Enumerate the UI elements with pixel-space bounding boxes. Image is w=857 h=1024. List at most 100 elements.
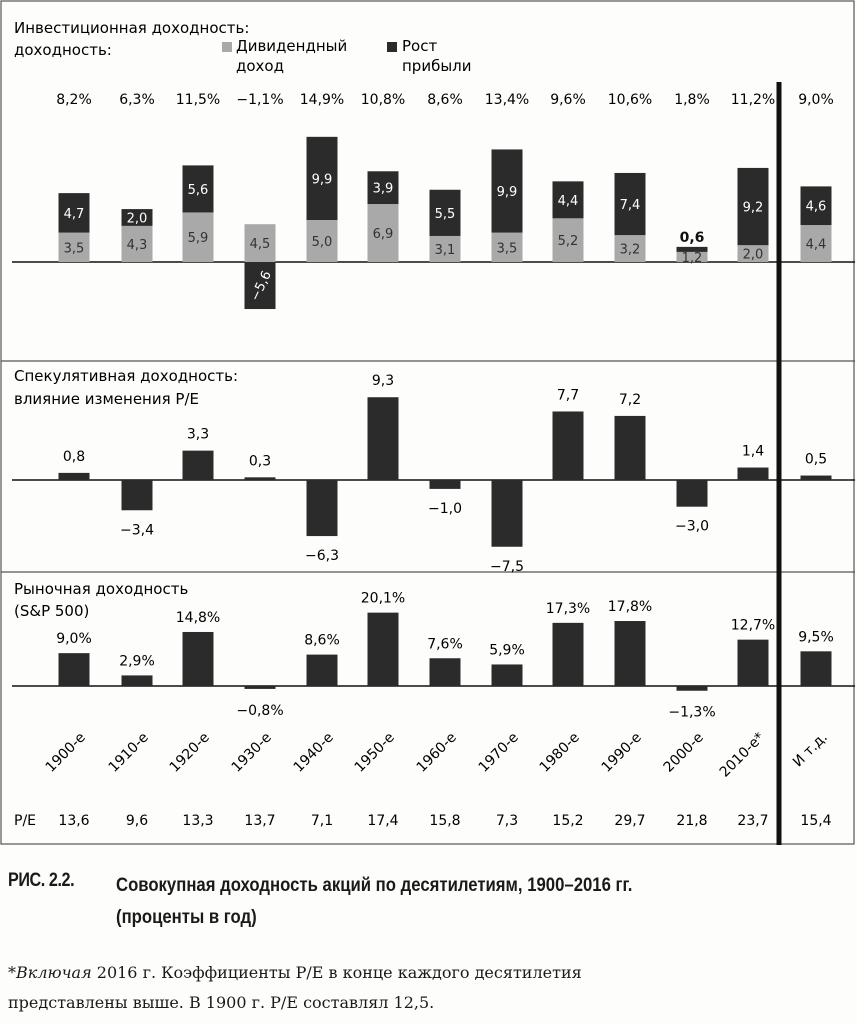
decade-label: 1930-е bbox=[229, 730, 275, 776]
pe-change-value-label: −7,5 bbox=[490, 559, 524, 575]
pe-change-bar bbox=[614, 415, 646, 480]
market-return-value-label: −0,8% bbox=[236, 703, 283, 719]
pe-value: 17,4 bbox=[367, 813, 398, 829]
dividend-value-label: 1,2 bbox=[682, 251, 703, 266]
total-return-label: 10,6% bbox=[608, 92, 652, 108]
decade-label: 1950-е bbox=[352, 730, 398, 776]
growth-value-label: 5,6 bbox=[188, 183, 209, 198]
total-return-label: 6,3% bbox=[119, 92, 155, 108]
dividend-value-label: 3,5 bbox=[64, 241, 85, 256]
decade-label: И т.д. bbox=[790, 730, 831, 771]
total-return-label: 10,8% bbox=[361, 92, 405, 108]
dividend-bar bbox=[367, 204, 399, 262]
decade-label: 2000-е bbox=[661, 730, 707, 776]
market-return-bar bbox=[429, 658, 461, 686]
market-return-value-label: 5,9% bbox=[489, 642, 525, 658]
dividend-bar bbox=[800, 225, 832, 262]
total-return-label: −1,1% bbox=[236, 92, 283, 108]
growth-bar bbox=[491, 149, 523, 233]
decade-label: 1920-е bbox=[167, 730, 213, 776]
dividend-bar bbox=[737, 245, 769, 262]
market-return-value-label: −1,3% bbox=[668, 705, 715, 721]
pe-value: 15,4 bbox=[800, 813, 831, 829]
growth-bar bbox=[800, 186, 832, 226]
pe-change-value-label: 7,2 bbox=[619, 392, 641, 408]
pe-change-bar bbox=[121, 480, 153, 511]
pe-value: 15,8 bbox=[429, 813, 460, 829]
panel2-title-line1: Спекулятивная доходность: bbox=[14, 367, 238, 385]
pe-change-bar bbox=[429, 480, 461, 489]
dividend-value-label: 5,2 bbox=[558, 234, 579, 249]
pe-value: 15,2 bbox=[552, 813, 583, 829]
pe-value: 13,6 bbox=[58, 813, 89, 829]
pe-value: 13,7 bbox=[244, 813, 275, 829]
pe-change-value-label: 9,3 bbox=[372, 373, 394, 389]
dividend-value-label: 3,5 bbox=[497, 241, 518, 256]
total-return-label: 8,2% bbox=[56, 92, 92, 108]
market-return-bar bbox=[491, 664, 523, 686]
growth-value-label: 9,2 bbox=[743, 201, 764, 216]
total-return-label: 14,9% bbox=[300, 92, 344, 108]
total-return-label: 9,0% bbox=[798, 92, 834, 108]
panel1-title-line1: Инвестиционная доходность: bbox=[14, 19, 249, 37]
legend-swatch-growth bbox=[387, 42, 397, 52]
panel1-bars: 3,54,78,2%4,32,06,3%5,95,611,5%4,5−5,6−1… bbox=[56, 92, 834, 310]
pe-change-value-label: 0,5 bbox=[805, 452, 827, 468]
dividend-bar bbox=[306, 220, 338, 262]
panel2-bars: 0,8 −3,4 3,3 0,3 −6,3 9,3 −1,0 −7,5 7,7 7,2 −3,0 1,… bbox=[58, 373, 832, 575]
growth-value-label: 9,9 bbox=[312, 172, 333, 187]
decade-label: 1940-е bbox=[291, 730, 337, 776]
panel3-title-line2: (S&P 500) bbox=[14, 602, 89, 620]
x-axis-labels: 1900-е 1910-е 1920-е 1930-е 1940-е 1950-е 1960… bbox=[43, 730, 831, 781]
chart-frame bbox=[0, 0, 855, 845]
growth-value-label: 9,9 bbox=[497, 185, 518, 200]
dividend-value-label: 2,0 bbox=[743, 248, 764, 263]
market-return-bar bbox=[614, 621, 646, 686]
pe-change-bar bbox=[800, 475, 832, 480]
pe-value: 13,3 bbox=[182, 813, 213, 829]
market-return-value-label: 8,6% bbox=[304, 633, 340, 649]
decade-label: 1970-е bbox=[476, 730, 522, 776]
dividend-bar bbox=[552, 218, 584, 262]
dividend-value-label: 3,1 bbox=[435, 243, 456, 258]
footnote-line2: представлены выше. В 1900 г. P/E составл… bbox=[8, 993, 435, 1012]
pe-value: 23,7 bbox=[737, 813, 768, 829]
growth-bar bbox=[429, 189, 461, 236]
figure-title: Совокупная доходность акций по десятилет… bbox=[116, 870, 732, 934]
growth-value-label: 2,0 bbox=[127, 211, 148, 226]
market-return-bar bbox=[306, 654, 338, 686]
dividend-value-label: 6,9 bbox=[373, 227, 394, 242]
pe-change-bar bbox=[367, 397, 399, 480]
legend-label-growth-1: Рост bbox=[402, 37, 437, 55]
market-return-value-label: 9,0% bbox=[56, 631, 92, 647]
growth-value-label: 3,9 bbox=[373, 182, 394, 197]
total-return-label: 8,6% bbox=[427, 92, 463, 108]
legend-label-dividend-1: Дивидендный bbox=[236, 37, 347, 55]
legend-swatch-dividend bbox=[222, 42, 232, 52]
panel3-title-line1: Рыночная доходность bbox=[14, 580, 188, 598]
growth-bar bbox=[737, 167, 769, 246]
market-return-value-label: 12,7% bbox=[731, 618, 775, 634]
dividend-bar bbox=[121, 225, 153, 262]
pe-change-value-label: 0,3 bbox=[249, 453, 271, 469]
figure-number: РИС. 2.2. bbox=[8, 870, 75, 891]
footnote-em: *Включая bbox=[8, 963, 92, 982]
dividend-bar bbox=[429, 235, 461, 262]
footnote-line1: *Включая 2016 г. Коэффициенты P/E в конц… bbox=[8, 958, 848, 988]
growth-bar bbox=[58, 193, 90, 233]
market-return-bar bbox=[367, 612, 399, 686]
dividend-bar bbox=[676, 251, 708, 262]
figure-title-line2: (проценты в год) bbox=[116, 907, 257, 928]
pe-value: 21,8 bbox=[676, 813, 707, 829]
growth-bar bbox=[676, 246, 708, 252]
panel2-title-line2: влияние изменения P/E bbox=[14, 390, 199, 408]
footnote-line1-rest: 2016 г. Коэффициенты P/E в конце каждого… bbox=[91, 963, 582, 982]
decade-label: 1900-е bbox=[43, 730, 89, 776]
footnote: *Включая 2016 г. Коэффициенты P/E в конц… bbox=[8, 958, 848, 1018]
growth-bar bbox=[552, 181, 584, 219]
pe-change-value-label: 1,4 bbox=[742, 444, 764, 460]
market-return-value-label: 14,8% bbox=[176, 610, 220, 626]
dividend-value-label: 3,2 bbox=[620, 243, 641, 258]
pe-change-bar bbox=[737, 467, 769, 480]
market-return-bar bbox=[182, 631, 214, 686]
